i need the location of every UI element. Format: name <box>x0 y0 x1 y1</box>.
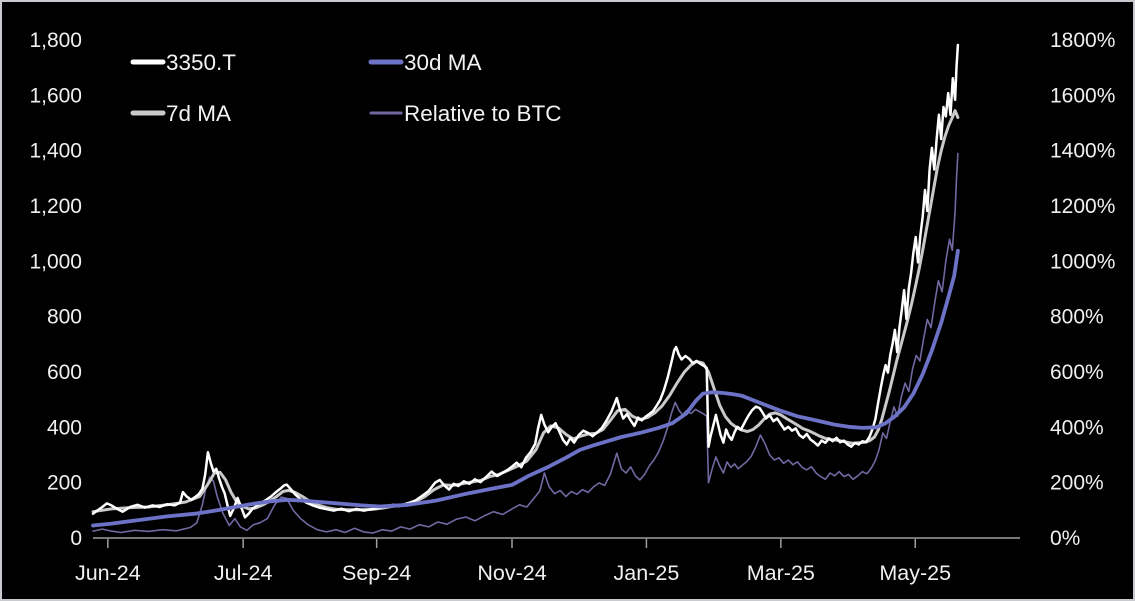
series-line-7d-ma <box>91 109 960 514</box>
y-axis-left-label: 0 <box>70 527 82 550</box>
y-axis-left-label: 1,600 <box>29 84 82 107</box>
x-axis-label: Jan-25 <box>614 561 680 585</box>
x-axis-label: Mar-25 <box>747 561 815 585</box>
y-axis-left-labels: 0 200 400 600 800 1,000 1,200 1,400 1,600 1,800 <box>29 29 82 550</box>
x-axis-label: Sep-24 <box>342 561 411 585</box>
series-line-relative-to-btc <box>92 152 959 534</box>
x-axis: Jun-24 Jul-24 Sep-24 Nov-24 Jan-25 Mar-25 May-… <box>75 537 1020 585</box>
y-axis-right-label: 1600% <box>1050 84 1115 107</box>
y-axis-left-label: 1,400 <box>29 140 82 163</box>
series-lines <box>91 43 960 534</box>
x-axis-label: Jun-24 <box>75 561 141 585</box>
x-axis-label: Jul-24 <box>214 561 273 585</box>
y-axis-right-label: 1200% <box>1050 195 1115 218</box>
y-axis-left-label: 1,000 <box>29 250 82 273</box>
y-axis-right-label: 800% <box>1050 306 1104 329</box>
y-axis-right-labels: 0% 200% 400% 600% 800% 1000% 1200% 1400% 1600% 18… <box>1050 29 1115 550</box>
y-axis-right-label: 200% <box>1050 472 1104 495</box>
x-axis-label: May-25 <box>879 561 951 585</box>
y-axis-left-label: 200 <box>47 472 82 495</box>
x-axis-label: Nov-24 <box>477 561 546 585</box>
y-axis-right-label: 400% <box>1050 416 1104 439</box>
series-line-30d-ma <box>91 248 960 528</box>
y-axis-right-label: 1800% <box>1050 29 1115 52</box>
y-axis-right-label: 0% <box>1050 527 1080 550</box>
legend-label: 30d MA <box>404 50 482 75</box>
legend-item-3350-t: 3350.T <box>130 50 236 75</box>
y-axis-right-label: 1400% <box>1050 140 1115 163</box>
y-axis-right-label: 600% <box>1050 361 1104 384</box>
y-axis-left-label: 1,800 <box>29 29 82 52</box>
y-axis-left-label: 600 <box>47 361 82 384</box>
legend: 3350.T 7d MA 30d MA Relative to BTC <box>130 50 562 126</box>
legend-item-relative-to-btc: Relative to BTC <box>369 101 562 126</box>
series-line-3350-t <box>91 43 960 519</box>
legend-label: 3350.T <box>166 50 236 75</box>
legend-item-30d-ma: 30d MA <box>368 50 482 75</box>
y-axis-left-label: 400 <box>47 416 82 439</box>
legend-label: Relative to BTC <box>404 101 562 126</box>
y-axis-left-label: 1,200 <box>29 195 82 218</box>
legend-label: 7d MA <box>166 101 231 126</box>
y-axis-right-label: 1000% <box>1050 250 1115 273</box>
y-axis-left-label: 800 <box>47 306 82 329</box>
legend-item-7d-ma: 7d MA <box>130 101 231 126</box>
